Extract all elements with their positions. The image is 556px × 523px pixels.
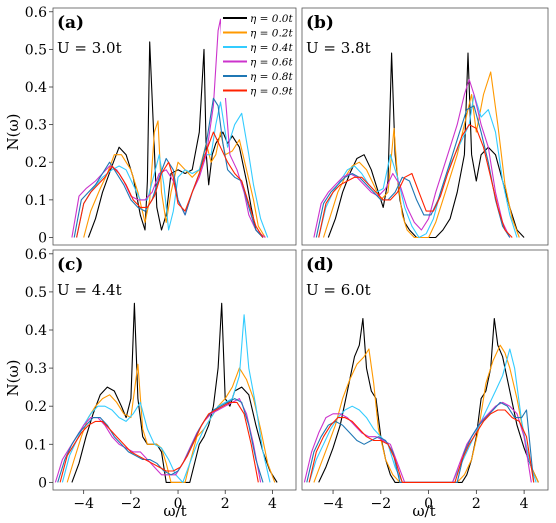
- series-line-5: [308, 409, 535, 483]
- legend-label: η = 0.0t: [250, 13, 293, 25]
- x-tick-label: 4: [268, 496, 277, 512]
- x-tick-label: 0: [174, 496, 183, 512]
- y-tick-label: 0.5: [25, 42, 47, 58]
- x-tick-label: −2: [121, 496, 142, 512]
- panel-3: −4 −2 0 2 4 (d) U = 6.0t: [301, 249, 549, 512]
- series-line-2: [76, 101, 269, 238]
- x-tick-label: −2: [370, 496, 391, 512]
- series-line-3: [313, 78, 511, 238]
- y-tick-label: 0.3: [25, 118, 47, 134]
- y-tick-label: 0.6: [25, 247, 47, 263]
- panel-frame: [52, 249, 297, 491]
- legend-label: η = 0.9t: [250, 86, 293, 98]
- panel-0: 0 0.1 0.2 0.3 0.4 0.5 0.6 (a) U = 3.0t η = 0.0t η …: [25, 5, 297, 246]
- y-tick-label: 0.3: [25, 361, 47, 377]
- series-line-1: [322, 71, 520, 239]
- x-tick-label: 2: [221, 496, 230, 512]
- panel-label: (b): [306, 13, 334, 33]
- x-axis-label-left: ω/t: [163, 502, 186, 520]
- series-group: [303, 318, 539, 483]
- panel-label: (a): [57, 13, 84, 33]
- panel-frame: [301, 7, 549, 246]
- series-line-4: [315, 105, 511, 238]
- series-line-1: [66, 363, 276, 483]
- y-tick-label: 0.2: [25, 155, 47, 171]
- panel-frame: [301, 249, 549, 491]
- series-group: [54, 302, 278, 483]
- series-group: [313, 52, 525, 239]
- series-line-4: [73, 97, 264, 238]
- y-tick-label: 0.1: [25, 437, 47, 453]
- y-tick-label: 0.1: [25, 193, 47, 209]
- x-tick-label: −4: [323, 496, 344, 512]
- legend-label: η = 0.4t: [250, 42, 293, 54]
- y-tick-label: 0.5: [25, 285, 47, 301]
- legend-box: [221, 10, 295, 98]
- y-axis-label-bottom: N(ω): [4, 359, 22, 396]
- panel-1: (b) U = 3.8t: [301, 7, 549, 246]
- panel-annotation: U = 3.8t: [306, 39, 371, 57]
- series-line-3: [54, 398, 262, 483]
- series-line-3: [303, 401, 532, 483]
- panel-label: (d): [306, 255, 334, 275]
- series-line-4: [306, 401, 535, 483]
- series-line-5: [59, 401, 259, 483]
- y-tick-label: 0.6: [25, 5, 47, 21]
- series-line-2: [318, 93, 518, 239]
- legend-label: η = 0.6t: [250, 57, 293, 69]
- x-axis-label-right: ω/t: [412, 502, 435, 520]
- panel-label: (c): [57, 255, 83, 275]
- y-tick-label: 0: [38, 230, 47, 246]
- legend-label: η = 0.2t: [250, 28, 293, 40]
- series-line-5: [318, 124, 513, 238]
- x-tick-label: 4: [520, 496, 529, 512]
- panel-annotation: U = 4.4t: [57, 281, 122, 299]
- x-tick-label: 2: [472, 496, 481, 512]
- y-tick-label: 0.4: [25, 80, 47, 96]
- panel-2: 0 0.1 0.2 0.3 0.4 0.5 0.6 −4 −2 0 2 4 (c) U = 4.4t: [25, 247, 297, 512]
- legend-label: η = 0.8t: [250, 71, 293, 83]
- series-line-5: [76, 131, 264, 238]
- y-axis-label-top: N(ω): [4, 113, 22, 150]
- y-tick-label: 0.2: [25, 399, 47, 415]
- x-tick-label: −4: [73, 496, 94, 512]
- series-line-2: [61, 314, 271, 483]
- series-group: [71, 18, 269, 238]
- panel-annotation: U = 3.0t: [57, 39, 122, 57]
- series-line-0: [71, 302, 278, 483]
- y-tick-label: 0: [38, 475, 47, 491]
- y-tick-label: 0.4: [25, 323, 47, 339]
- x-tick-label: 0: [424, 496, 433, 512]
- panel-annotation: U = 6.0t: [306, 281, 371, 299]
